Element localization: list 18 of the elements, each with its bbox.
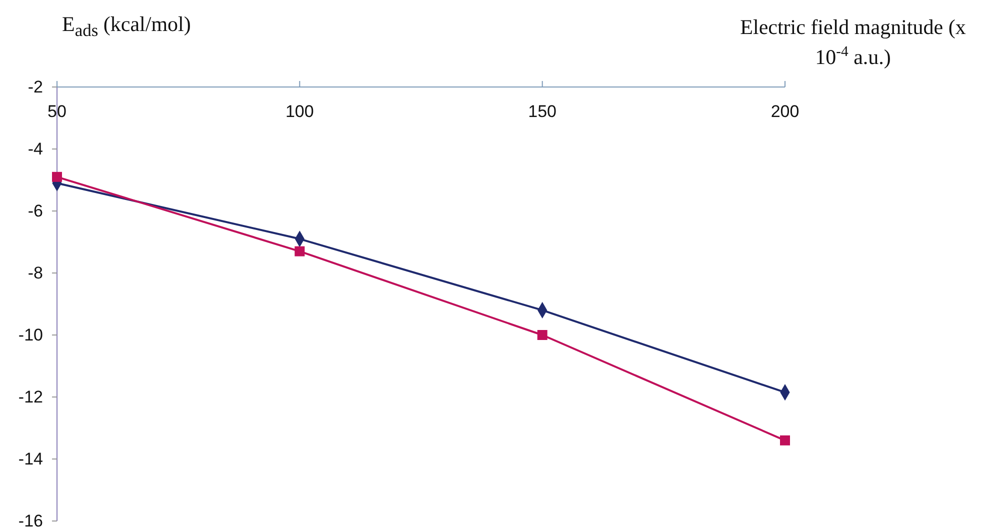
x-tick-label: 50 [48,102,66,122]
point [52,172,62,182]
point [537,330,548,340]
y-axis-title: E$_{ads}$ (kcal/mol) [62,12,191,42]
y-tick-label: -6 [28,201,43,220]
x-axis-title: Electric field magnitude (x 10$^{-4}$ a.u.) [739,14,967,72]
y-tick-label: -14 [18,449,43,468]
x-tick-label: 150 [528,102,557,122]
y-tick-label: -2 [28,77,43,96]
y-tick-label: -16 [18,511,43,528]
y-tick-label: -8 [28,263,43,282]
point [294,246,305,256]
y-tick-label: -10 [18,325,43,344]
y-tick-label: -4 [28,139,43,158]
x-tick-label: 200 [770,102,800,122]
y-tick-label: -12 [18,387,43,406]
point [780,435,790,446]
x-tick-label: 100 [285,102,314,122]
